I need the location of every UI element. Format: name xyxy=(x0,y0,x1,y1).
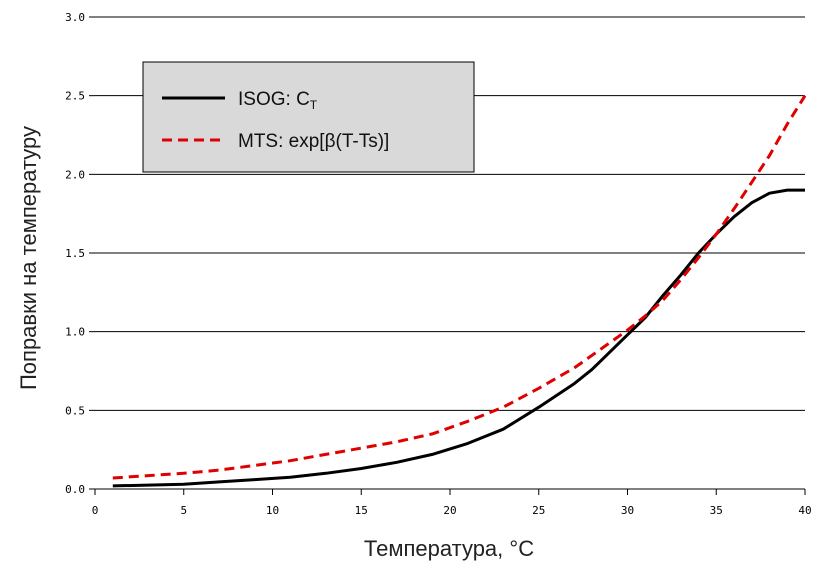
x-tick-label-8: 40 xyxy=(798,504,811,517)
legend-label-isog-subscript: T xyxy=(310,98,318,112)
axes xyxy=(89,16,806,495)
x-tick-label-6: 30 xyxy=(621,504,634,517)
y-axis-title: Поправки на температуру xyxy=(16,126,41,390)
y-tick-label-4: 2.0 xyxy=(65,168,85,181)
x-tick-label-7: 35 xyxy=(710,504,723,517)
y-tick-label-2: 1.0 xyxy=(65,326,85,339)
y-tick-label-0: 0.0 xyxy=(65,483,85,496)
series-lines xyxy=(112,94,807,488)
series-line-1 xyxy=(112,94,807,480)
series-line-0 xyxy=(112,188,805,488)
x-tick-label-3: 15 xyxy=(355,504,368,517)
x-tick-label-4: 20 xyxy=(443,504,456,517)
legend-label-isog: ISOG: CT xyxy=(238,89,318,112)
x-tick-label-5: 25 xyxy=(532,504,545,517)
y-tick-label-3: 1.5 xyxy=(65,247,85,260)
y-tick-label-1: 0.5 xyxy=(65,404,85,417)
x-tick-label-0: 0 xyxy=(92,504,99,517)
x-tick-labels: 0 5 10 15 20 25 30 35 40 xyxy=(92,504,812,517)
x-tick-label-1: 5 xyxy=(180,504,187,517)
x-axis-title: Температура, °C xyxy=(364,536,534,561)
legend-label-isog-name: ISOG: C xyxy=(238,89,310,110)
x-tick-label-2: 10 xyxy=(266,504,279,517)
legend-box xyxy=(142,61,475,173)
y-tick-label-6: 3.0 xyxy=(65,11,85,24)
legend-label-mts: MTS: exp[β(T-Ts)] xyxy=(238,131,389,152)
y-tick-labels: 0.0 0.5 1.0 1.5 2.0 2.5 3.0 xyxy=(65,11,85,496)
legend: ISOG: CT MTS: exp[β(T-Ts)] xyxy=(142,61,475,173)
y-tick-label-5: 2.5 xyxy=(65,90,85,103)
